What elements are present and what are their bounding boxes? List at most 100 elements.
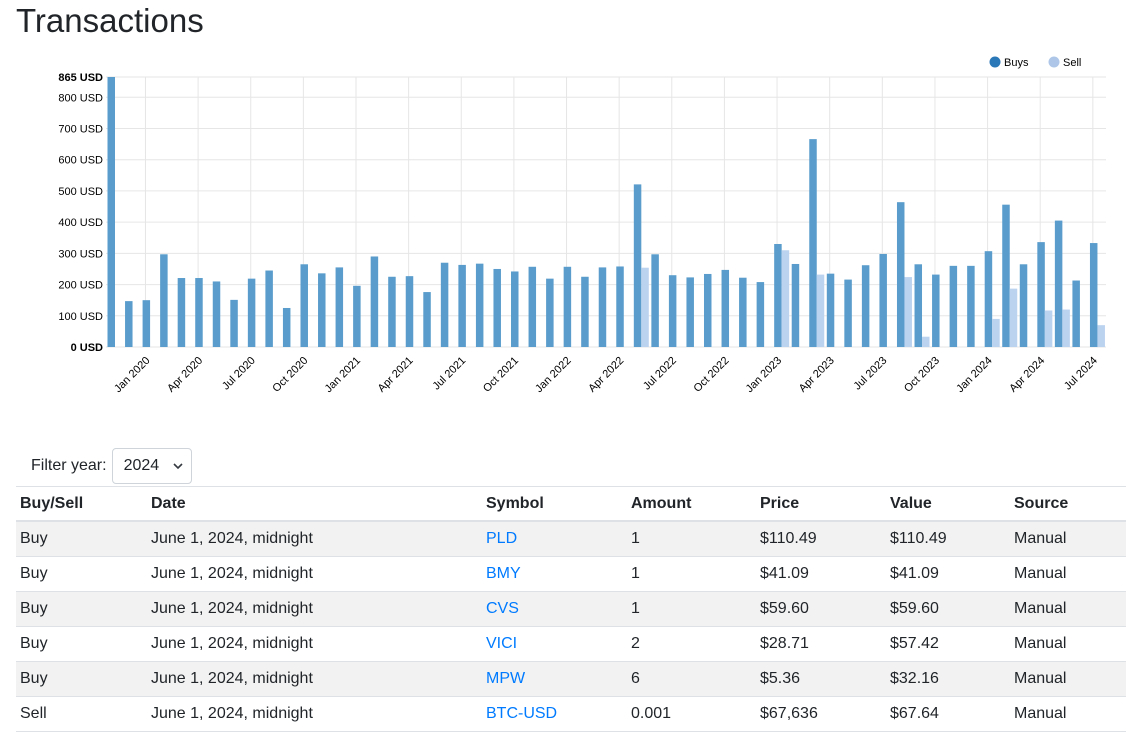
cell-buy-sell: Buy <box>16 556 147 592</box>
x-tick-label: Apr 2022 <box>586 355 626 395</box>
sell-bar <box>922 336 930 347</box>
cell-value: $59.60 <box>886 591 1010 627</box>
buys-bar <box>405 276 414 347</box>
cell-symbol: BMY <box>482 556 627 592</box>
cell-value: $41.09 <box>886 556 1010 592</box>
buys-bar <box>791 263 800 347</box>
symbol-link[interactable]: PLD <box>486 530 518 547</box>
table-row: Sell June 1, 2024, midnight BTC-USD 0.00… <box>16 696 1126 732</box>
sell-bar <box>781 250 790 347</box>
year-filter: Filter year: 2024 <box>31 447 192 485</box>
buys-bar <box>826 273 835 347</box>
table-row: Buy June 1, 2024, midnight BMY 1 $41.09 … <box>16 556 1126 592</box>
symbol-link[interactable]: MPW <box>486 670 526 687</box>
buys-bar <box>581 276 589 347</box>
buys-bar <box>142 300 151 347</box>
cell-price: $67,636 <box>756 696 886 732</box>
cell-amount: 0.001 <box>627 696 756 732</box>
cell-amount: 6 <box>627 661 756 697</box>
cell-date: June 1, 2024, midnight <box>147 556 482 592</box>
buys-bar <box>125 301 133 347</box>
cell-value: $57.42 <box>886 626 1010 662</box>
cell-buy-sell: Buy <box>16 626 147 662</box>
symbol-link[interactable]: BTC-USD <box>486 705 558 722</box>
cell-amount: 1 <box>627 591 756 627</box>
col-header-date[interactable]: Date <box>147 486 482 522</box>
y-tick-label: 865 USD <box>58 72 103 84</box>
buys-bar <box>1072 280 1080 347</box>
x-tick-label: Jan 2021 <box>323 355 363 395</box>
table-header-row: Buy/Sell Date Symbol Amount Price Value … <box>16 486 1126 522</box>
filter-year-label: Filter year: <box>31 457 107 474</box>
x-tick-label: Apr 2023 <box>797 355 837 395</box>
x-tick-label: Jul 2020 <box>220 355 258 393</box>
x-tick-label: Oct 2023 <box>902 355 942 395</box>
buys-bar <box>703 273 712 347</box>
y-tick-label: 500 USD <box>58 186 103 198</box>
col-header-source[interactable]: Source <box>1010 486 1126 522</box>
symbol-link[interactable]: BMY <box>486 565 521 582</box>
filter-year-select[interactable]: 2024 <box>111 448 192 484</box>
y-tick-label: 800 USD <box>58 92 103 104</box>
cell-symbol: MPW <box>482 661 627 697</box>
buys-bar <box>1019 264 1028 347</box>
col-header-amount[interactable]: Amount <box>627 486 756 522</box>
legend-buys-label: Buys <box>1004 57 1029 69</box>
buys-bar <box>177 278 186 347</box>
symbol-link[interactable]: VICI <box>486 635 518 652</box>
sell-bar <box>1044 310 1053 347</box>
cell-amount: 1 <box>627 520 756 557</box>
col-header-symbol[interactable]: Symbol <box>482 486 627 522</box>
x-tick-label: Jan 2020 <box>112 355 152 395</box>
cell-source: Manual <box>1010 520 1126 557</box>
buys-bar <box>247 278 256 347</box>
transactions-chart: 0 USD 100 USD 200 USD 300 USD 400 USD 500 USD… <box>58 56 1106 395</box>
y-tick-label: 100 USD <box>58 311 103 323</box>
buys-bar <box>318 273 326 347</box>
cell-price: $59.60 <box>756 591 886 627</box>
col-header-value[interactable]: Value <box>886 486 1010 522</box>
buys-bar <box>370 256 379 347</box>
buys-bar <box>230 299 238 347</box>
cell-value: $67.64 <box>886 696 1010 732</box>
x-tick-label: Jul 2023 <box>852 355 890 393</box>
buys-bar <box>212 281 221 347</box>
buys-bar <box>668 275 677 347</box>
buys-bar <box>1054 220 1063 347</box>
buys-bar <box>300 264 308 347</box>
cell-date: June 1, 2024, midnight <box>147 696 482 732</box>
buys-bar <box>633 184 642 347</box>
legend-sell-marker <box>1048 56 1060 68</box>
x-tick-label: Jul 2022 <box>641 355 679 393</box>
buys-bar <box>932 274 940 347</box>
cell-price: $5.36 <box>756 661 886 697</box>
x-tick-label: Oct 2020 <box>270 355 310 395</box>
y-tick-label: 700 USD <box>58 124 103 136</box>
buys-bar <box>353 285 361 347</box>
buys-bar <box>686 277 694 347</box>
x-tick-label: Apr 2020 <box>165 355 205 395</box>
col-header-price[interactable]: Price <box>756 486 886 522</box>
buys-bar <box>861 265 870 347</box>
sell-bar <box>1062 309 1070 347</box>
buys-bar <box>1002 204 1010 347</box>
buys-bar <box>335 267 344 347</box>
symbol-link[interactable]: CVS <box>486 600 519 617</box>
x-tick-label: Apr 2021 <box>376 355 416 395</box>
table-row: Buy June 1, 2024, midnight MPW 6 $5.36 $… <box>16 661 1126 697</box>
buys-bar <box>563 266 572 347</box>
buys-bar <box>423 292 431 347</box>
buys-bar <box>739 277 747 347</box>
sell-bar <box>816 274 825 347</box>
y-tick-label: 200 USD <box>58 280 103 292</box>
legend-buys-marker <box>989 56 1001 68</box>
x-tick-label: Oct 2021 <box>481 355 521 395</box>
y-tick-label: 400 USD <box>58 217 103 229</box>
x-tick-label: Jan 2024 <box>954 355 994 395</box>
x-tick-label: Apr 2024 <box>1007 355 1047 395</box>
sell-bar <box>992 318 1000 347</box>
col-header-buy-sell[interactable]: Buy/Sell <box>16 486 147 522</box>
x-tick-label: Jan 2023 <box>744 355 784 395</box>
buys-bar <box>195 278 203 347</box>
cell-date: June 1, 2024, midnight <box>147 661 482 697</box>
